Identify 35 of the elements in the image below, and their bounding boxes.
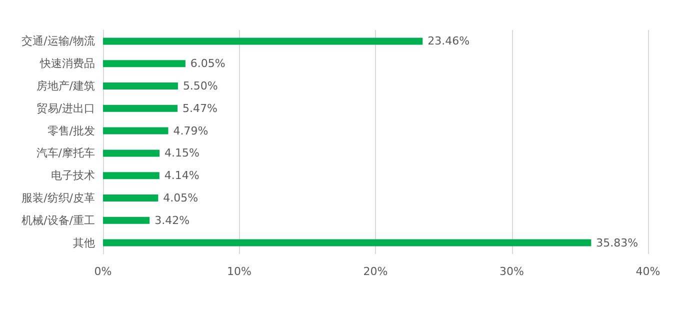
y-tick-label: 交通/运输/物流 bbox=[22, 34, 95, 48]
data-label: 4.14% bbox=[164, 169, 200, 182]
bar bbox=[103, 239, 592, 246]
bar bbox=[103, 60, 186, 68]
y-tick-label: 房地产/建筑 bbox=[36, 80, 95, 92]
data-label: 5.47% bbox=[182, 102, 218, 115]
x-tick-label: 30% bbox=[500, 265, 524, 278]
bar bbox=[103, 172, 160, 180]
data-label: 23.46% bbox=[428, 34, 470, 48]
data-label: 6.05% bbox=[190, 57, 226, 70]
y-tick-label: 零售/批发 bbox=[47, 124, 95, 138]
data-label: 3.42% bbox=[154, 214, 190, 227]
x-tick-label: 0% bbox=[94, 265, 112, 278]
y-tick-label: 机械/设备/重工 bbox=[22, 214, 95, 227]
bar bbox=[103, 194, 158, 202]
data-label: 4.79% bbox=[173, 124, 208, 138]
data-label: 35.83% bbox=[596, 236, 638, 250]
x-tick-label: 10% bbox=[227, 265, 252, 278]
y-tick-label: 服装/纺织/皮革 bbox=[22, 192, 95, 204]
x-tick-label: 20% bbox=[363, 265, 388, 278]
data-label: 4.05% bbox=[163, 192, 198, 204]
data-label: 4.15% bbox=[164, 146, 200, 160]
y-tick-label: 汽车/摩托车 bbox=[36, 146, 95, 160]
bar bbox=[103, 82, 178, 90]
bar bbox=[103, 127, 168, 134]
x-tick-label: 40% bbox=[636, 265, 660, 278]
y-tick-label: 贸易/进出口 bbox=[36, 102, 95, 115]
y-tick-label: 电子技术 bbox=[51, 169, 95, 182]
bar bbox=[103, 38, 423, 45]
y-tick-label: 快速消费品 bbox=[39, 57, 95, 70]
bar bbox=[103, 216, 150, 224]
y-tick-label: 其他 bbox=[73, 236, 95, 250]
data-label: 5.50% bbox=[182, 80, 218, 92]
bar bbox=[103, 104, 178, 112]
bar bbox=[103, 150, 160, 157]
